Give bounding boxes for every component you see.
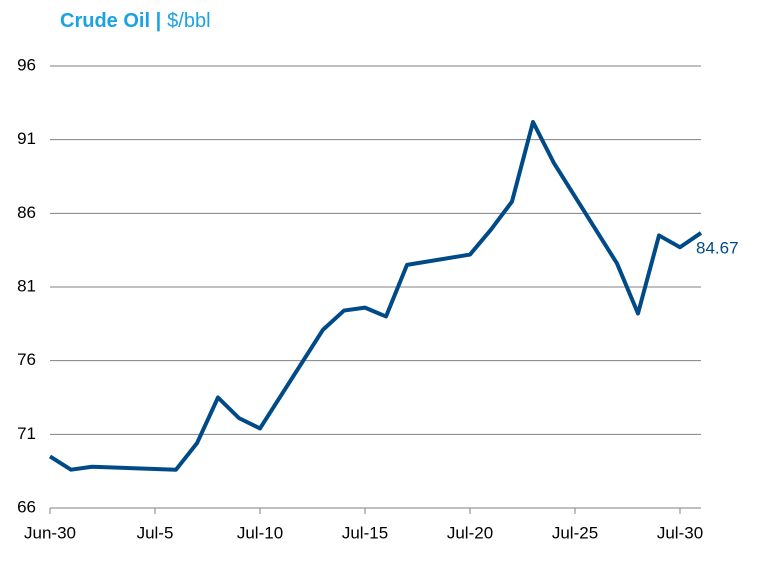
chart-title: Crude Oil | $/bbl — [60, 10, 211, 32]
x-tick-label: Jun-30 — [24, 523, 76, 542]
y-tick-label: 91 — [17, 129, 36, 148]
y-tick-label: 76 — [17, 350, 36, 369]
y-tick-label: 71 — [17, 424, 36, 443]
x-tick-label: Jul-5 — [137, 523, 174, 542]
y-tick-label: 81 — [17, 276, 36, 295]
y-tick-label: 86 — [17, 203, 36, 222]
x-tick-label: Jul-15 — [342, 523, 388, 542]
x-tick-label: Jul-20 — [447, 523, 493, 542]
unit: $/bbl — [167, 10, 210, 32]
title: Crude Oil | — [60, 10, 161, 32]
x-tick-label: Jul-30 — [657, 523, 703, 542]
y-tick-label: 96 — [17, 55, 36, 74]
value-label: 84.67 — [696, 238, 739, 257]
x-tick-label: Jul-10 — [237, 523, 283, 542]
x-tick-label: Jul-25 — [552, 523, 598, 542]
line — [48, 119, 703, 472]
y-tick-label: 66 — [17, 497, 36, 516]
